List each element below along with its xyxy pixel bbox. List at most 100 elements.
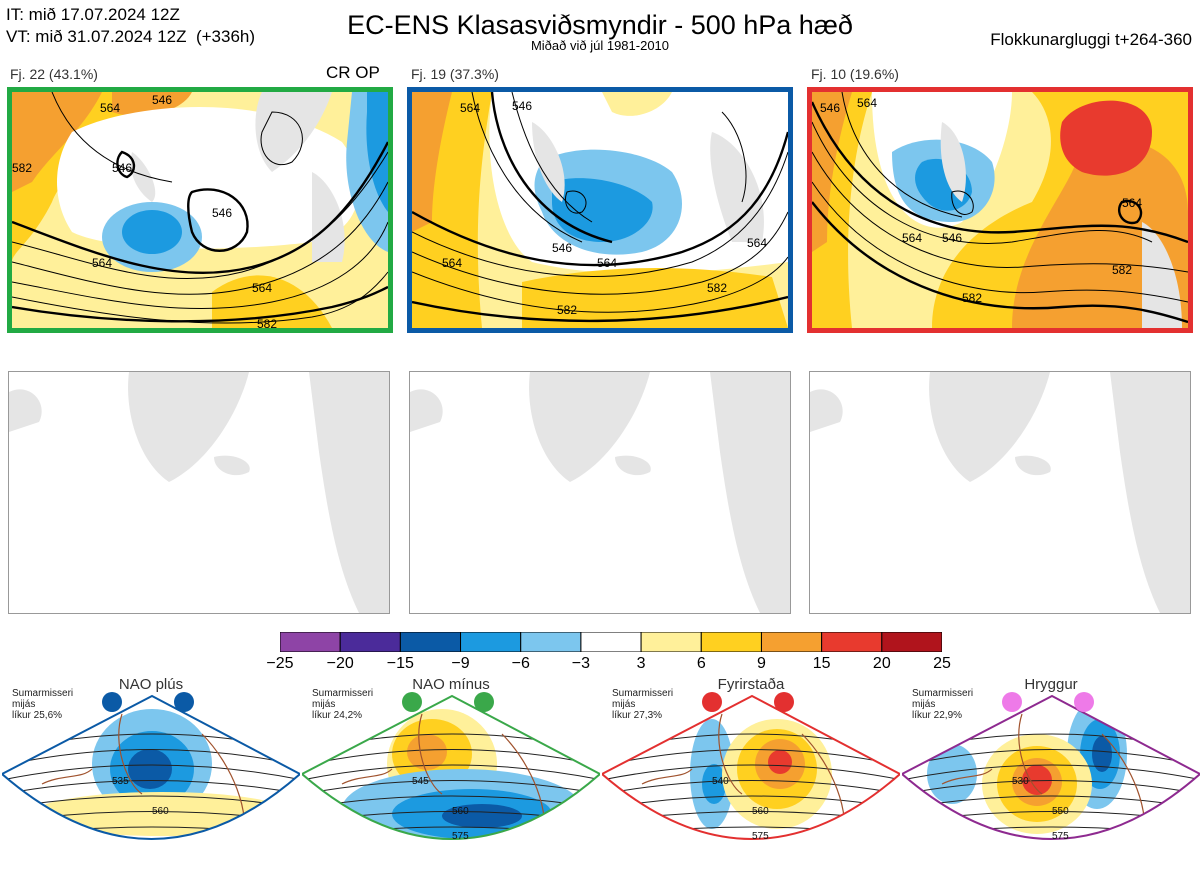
cluster-1-extra-label: CR OP [326,63,380,82]
anomaly-blob [128,749,172,789]
height-contour [2,843,300,853]
regime-note-line: mijás [612,699,636,710]
regime-note-line: líkur 22,9% [912,710,963,721]
colorbar-segment [399,631,462,653]
height-contour [302,858,600,866]
regime-note-line: mijás [312,699,336,710]
cluster-3-map[interactable]: 546 564 546 564 564 582 582 [807,87,1193,333]
regime-contour-label: 575 [452,831,469,842]
colorbar-tick-label: 3 [636,655,646,672]
colorbar-tick-label: 9 [757,655,766,672]
regime-note: Sumarmisseri mijás líkur 25,6% [12,688,73,721]
regime-outline [2,694,300,840]
colorbar-segment [580,631,642,653]
contour-label: 582 [707,281,727,295]
regime-outline [602,694,900,840]
valid-time: VT: mið 31.07.2024 12Z (+336h) [6,27,256,46]
regime-contour-label: 560 [752,806,769,817]
colorbar-segment [339,631,401,653]
regime-note-line: Sumarmisseri [12,688,74,699]
regime-marker-dot [1002,692,1022,712]
cluster-3-label: Fj. 10 (19.6%) [811,66,899,82]
regime-note-line: líkur 24,2% [312,710,363,721]
height-contour [902,843,1200,853]
regime-note-line: mijás [912,699,936,710]
blank-map-2[interactable] [409,371,791,614]
regime-contour-label: 540 [712,776,729,787]
contour-label: 564 [442,256,462,270]
regime-note: Sumarmisseri mijás líkur 22,9% [912,688,973,721]
cluster-1-map[interactable]: 564 546 546 546 564 564 582 582 [7,87,393,333]
anomaly-blob [1092,736,1112,772]
regime-note-line: mijás [12,699,36,710]
regime-contour-label: 560 [152,806,169,817]
regime-panel[interactable]: 545 560 575 NAO mínus Sumarmisseri mijás líkur… [302,674,600,870]
colorbar-tick-label: −6 [511,655,530,672]
regime-title: NAO mínus [412,676,490,693]
cluster-2-map[interactable]: 564 546 564 546 564 564 582 582 [407,87,793,333]
regime-contour-label: 550 [1052,806,1069,817]
anomaly-blob [1012,844,1042,854]
anomaly-blob [442,804,522,828]
height-contour [902,858,1200,866]
regime-title: NAO plús [118,676,184,693]
colorbar-tick-label: 20 [872,655,891,672]
height-contour [2,764,300,783]
contour-label: 546 [552,241,572,255]
contour-label: 582 [257,317,277,328]
contour-label: 546 [512,99,532,113]
regime-note-line: Sumarmisseri [312,688,374,699]
colorbar-segment [700,631,762,653]
regime-contour-label: 560 [452,806,469,817]
contour-label: 582 [1112,263,1132,277]
contour-label: 564 [252,281,272,295]
colorbar [279,631,943,653]
colorbar-segment [520,631,582,653]
colorbar-segment [460,631,522,653]
contour-label: 546 [942,231,962,245]
blank-map-1[interactable] [8,371,390,614]
contour-label: 564 [857,96,877,110]
page-title: EC-ENS Klasasviðsmyndir - 500 hPa hæð [347,10,853,40]
contour-label: 546 [112,161,132,175]
regime-title: Fyrirstaða [717,676,785,693]
regime-note: Sumarmisseri mijás líkur 27,3% [612,688,673,721]
regime-contour-label: 545 [412,776,429,787]
run-info: IT: mið 17.07.2024 12Z VT: mið 31.07.202… [6,4,255,48]
regime-title: Hryggur [1024,676,1078,693]
height-contour [302,780,600,797]
contour-label: 582 [557,303,577,317]
contour-label: 564 [92,256,112,270]
regime-panel[interactable]: 530 550 575 Hryggur Sumarmisseri mijás líkur 2… [902,674,1200,870]
regime-outline [902,694,1200,840]
regime-note-line: líkur 25,6% [12,710,63,721]
contour-label: 564 [100,101,120,115]
regime-marker-dot [474,692,494,712]
blank-map-3[interactable] [809,371,1191,614]
height-contour [302,843,600,853]
contour-label: 564 [747,236,767,250]
regime-outline [302,694,600,840]
contour-label: 582 [12,161,32,175]
regime-contour-label: 535 [112,776,129,787]
height-contour [602,858,900,866]
regime-contour-label: 575 [1052,831,1069,842]
height-contour [602,749,900,769]
height-contour [602,780,900,797]
regime-panel[interactable]: 535 560 NAO plús Sumarmisseri mijás líkur 25,… [2,674,300,870]
regime-panel[interactable]: 540 560 575 Fyrirstaða Sumarmisseri mijás líku… [602,674,900,870]
contour-label: 564 [902,231,922,245]
colorbar-tick-label: −15 [386,655,414,672]
regime-note-line: líkur 27,3% [612,710,663,721]
height-contour [902,780,1200,797]
contour-label: 546 [152,93,172,107]
colorbar-segment [821,631,883,653]
colorbar-segment [279,631,341,653]
colorbar-segment [881,631,943,653]
regime-marker-dot [1074,692,1094,712]
regime-note-line: Sumarmisseri [612,688,674,699]
window-label: Flokkunargluggi t+264-360 [990,30,1192,49]
regime-marker-dot [402,692,422,712]
height-contour [2,780,300,797]
colorbar-tick-label: −9 [451,655,470,672]
